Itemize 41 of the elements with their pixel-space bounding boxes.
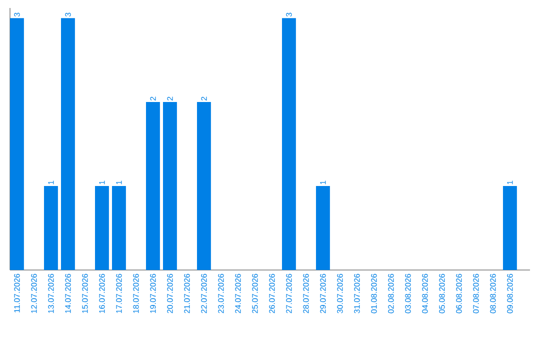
x-tick-label: 03.08.2026: [405, 274, 411, 314]
x-tick-label: 07.08.2026: [473, 274, 479, 314]
x-tick-label: 06.08.2026: [456, 274, 462, 314]
x-tick-label: 05.08.2026: [439, 274, 445, 314]
x-tick-label: 09.08.2026: [507, 274, 513, 314]
data-label: 1: [48, 180, 54, 184]
x-tick-label: 04.08.2026: [422, 274, 428, 314]
x-tick-label: 29.07.2026: [320, 274, 326, 314]
data-label: 1: [99, 180, 105, 184]
x-tick-label: 14.07.2026: [65, 274, 71, 313]
x-tick-label: 27.07.2026: [286, 274, 292, 314]
data-label: 2: [150, 96, 156, 100]
x-tick-label: 25.07.2026: [252, 274, 258, 314]
x-tick-label: 01.08.2026: [371, 274, 377, 314]
x-tick-label: 28.07.2026: [303, 274, 309, 314]
data-label: 2: [201, 96, 207, 100]
data-label: 3: [14, 12, 20, 17]
x-tick-label: 21.07.2026: [184, 274, 190, 314]
x-tick-label: 08.08.2026: [490, 274, 496, 314]
x-tick-label: 17.07.2026: [116, 274, 122, 313]
x-tick-label: 18.07.2026: [133, 274, 139, 313]
x-tick-label: 26.07.2026: [269, 274, 275, 314]
data-label: 1: [116, 180, 122, 184]
x-tick-label: 30.07.2026: [337, 274, 343, 314]
data-label: 1: [320, 180, 326, 184]
x-tick-label: 20.07.2026: [167, 274, 173, 314]
x-tick-label: 19.07.2026: [150, 274, 156, 313]
x-tick-label: 02.08.2026: [388, 274, 394, 314]
x-tick-label: 23.07.2026: [218, 274, 224, 314]
x-tick-label: 24.07.2026: [235, 274, 241, 314]
x-tick-label: 22.07.2026: [201, 274, 207, 314]
data-label: 3: [286, 12, 292, 17]
data-label: 1: [507, 180, 513, 184]
x-tick-label: 13.07.2026: [48, 274, 54, 313]
x-tick-label: 31.07.2026: [354, 274, 360, 314]
x-tick-label: 15.07.2026: [82, 274, 88, 313]
x-tick-label: 12.07.2026: [31, 274, 37, 313]
x-tick-label: 11.07.2026: [14, 274, 20, 312]
x-tick-label: 16.07.2026: [99, 274, 105, 313]
data-label: 2: [167, 96, 173, 100]
data-label: 3: [65, 12, 71, 17]
